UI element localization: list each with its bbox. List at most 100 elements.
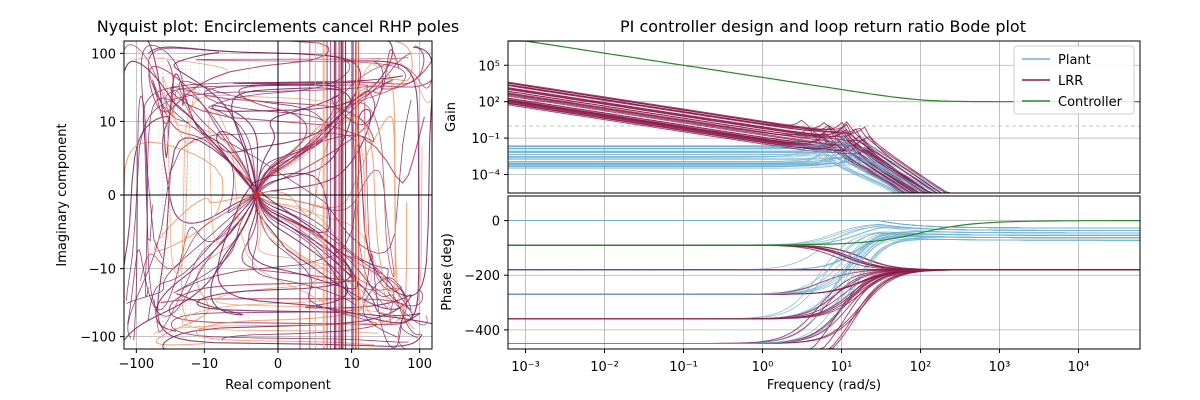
nyquist-curve-45 <box>196 194 433 325</box>
legend-label-plant: Plant <box>1058 53 1091 68</box>
phase-ytick-label-1: −200 <box>464 269 500 284</box>
bode-xtick-label-5: 10² <box>910 360 932 375</box>
nyquist-curve-42 <box>256 115 415 330</box>
nyquist-curve-49 <box>176 194 258 316</box>
plant-phase-3 <box>508 220 1140 229</box>
plant-phase-5 <box>508 220 1140 229</box>
bode-x-label: Frequency (rad/s) <box>767 378 881 393</box>
bode-xtick-label-7: 10⁴ <box>1068 360 1090 375</box>
nyquist-curve-59 <box>256 49 400 196</box>
bode-legend: Plant LRR Controller <box>1013 45 1135 115</box>
nyquist-curve-69 <box>142 75 404 259</box>
controller-phase <box>508 220 1140 246</box>
nyquist-curve-22 <box>256 102 395 309</box>
nyquist-xtick-label-0: −100 <box>118 357 154 372</box>
nyquist-curve-55 <box>208 86 366 317</box>
nyquist-y-label: Imaginary component <box>55 123 70 266</box>
nyquist-ytick-label-3: −10 <box>89 263 116 278</box>
phase-curves <box>508 220 1140 350</box>
plant-phase-33 <box>508 233 1140 295</box>
nyquist-zero-axes <box>124 41 432 349</box>
plant-phase-28 <box>508 238 1140 344</box>
nyquist-curve-33 <box>140 194 257 281</box>
nyquist-curve-68 <box>217 60 420 324</box>
nyquist-curve-2 <box>139 40 258 196</box>
nyquist-curve-17 <box>133 95 257 341</box>
nyquist-curve-31 <box>233 81 343 196</box>
nyquist-xtick-label-2: 0 <box>274 357 282 372</box>
nyquist-curve-50 <box>195 194 375 346</box>
bode-xtick-label-3: 10⁰ <box>752 360 774 375</box>
plant-gain-7 <box>508 154 1140 194</box>
nyquist-curve-41 <box>256 194 408 325</box>
plant-phase-12 <box>508 220 1140 229</box>
nyquist-curve-16 <box>123 57 258 196</box>
nyquist-xtick-label-1: −10 <box>191 357 218 372</box>
nyquist-title: Nyquist plot: Encirclements cancel RHP p… <box>97 17 459 36</box>
gain-ytick-label-3: 10⁻⁴ <box>471 169 500 184</box>
plant-phase-14 <box>508 220 1140 229</box>
nyquist-critical-point <box>253 191 261 199</box>
bode-xtick-label-0: 10⁻³ <box>511 360 540 375</box>
nyquist-curve-56 <box>173 51 258 196</box>
legend-label-controller: Controller <box>1058 95 1123 110</box>
nyquist-curve-18 <box>147 194 257 321</box>
nyquist-curve-3 <box>160 194 413 326</box>
nyquist-curve-37 <box>256 61 433 196</box>
nyquist-ytick-label-4: −100 <box>80 331 116 346</box>
plant-phase-30 <box>508 220 1140 229</box>
nyquist-curve-14 <box>256 194 402 349</box>
nyquist-curve-43 <box>153 194 258 333</box>
bode-xtick-label-6: 10³ <box>989 360 1011 375</box>
legend-label-lrr: LRR <box>1058 74 1083 89</box>
bode-xtick-label-1: 10⁻² <box>590 360 619 375</box>
plant-gain-27 <box>508 142 1140 194</box>
nyquist-xtick-label-3: 10 <box>343 357 360 372</box>
nyquist-curve-20 <box>180 94 372 324</box>
nyquist-curve-60 <box>157 137 423 347</box>
plant-phase-32 <box>508 220 1140 229</box>
phase-frame <box>507 195 1141 350</box>
bode-xtick-label-4: 10¹ <box>831 360 853 375</box>
phase-y-label: Phase (deg) <box>440 233 455 311</box>
plant-phase-2 <box>508 220 1140 229</box>
nyquist-xtick-label-4: 100 <box>407 357 432 372</box>
phase-y-ticks: 0 −200 −400 <box>464 215 508 339</box>
plant-phase-7 <box>508 223 1140 246</box>
nyquist-chart: Nyquist plot: Encirclements cancel RHP p… <box>55 17 459 393</box>
nyquist-curve-62 <box>162 76 258 275</box>
nyquist-curve-36 <box>256 194 425 350</box>
nyquist-ytick-label-0: 100 <box>91 47 116 62</box>
gain-ytick-label-0: 10⁵ <box>478 59 500 74</box>
plant-phase-15 <box>508 220 1140 229</box>
nyquist-curve-23 <box>256 194 428 326</box>
lrr-phase-33 <box>508 269 1140 320</box>
nyquist-curve-64 <box>170 86 425 196</box>
nyquist-curve-46 <box>147 47 351 196</box>
phase-ytick-label-2: −400 <box>464 324 500 339</box>
nyquist-curve-65 <box>195 57 409 196</box>
gain-y-ticks: 10⁵ 10² 10⁻¹ 10⁻⁴ <box>471 59 508 184</box>
gain-ytick-label-1: 10² <box>478 96 500 111</box>
phase-ytick-label-0: 0 <box>492 215 500 230</box>
nyquist-curve-48 <box>123 44 258 196</box>
nyquist-ytick-label-2: 0 <box>108 189 116 204</box>
gain-y-label: Gain <box>444 102 459 132</box>
bode-chart: PI controller design and loop return rat… <box>440 17 1141 393</box>
legend-box <box>1013 45 1135 115</box>
bode-x-ticks: 10⁻³ 10⁻² 10⁻¹ 10⁰ 10¹ 10² 10³ 10⁴ <box>511 349 1089 375</box>
gain-ytick-label-2: 10⁻¹ <box>471 132 500 147</box>
nyquist-curve-29 <box>124 194 258 341</box>
nyquist-x-label: Real component <box>225 378 331 393</box>
nyquist-curve-40 <box>153 194 395 335</box>
nyquist-ytick-label-1: 10 <box>99 115 116 130</box>
nyquist-curve-24 <box>123 141 257 252</box>
plant-phase-25 <box>508 239 1140 344</box>
nyquist-curve-67 <box>124 60 258 196</box>
nyquist-x-ticks: −100 −10 0 10 100 <box>118 349 432 372</box>
bode-title: PI controller design and loop return rat… <box>620 17 1026 36</box>
bode-xtick-label-2: 10⁻¹ <box>669 360 698 375</box>
nyquist-curve-0 <box>256 52 412 196</box>
